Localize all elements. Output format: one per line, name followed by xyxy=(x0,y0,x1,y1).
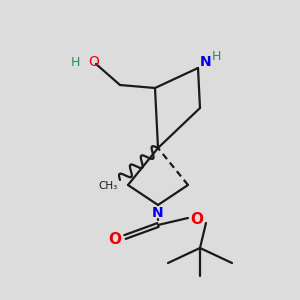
Text: O: O xyxy=(88,55,99,69)
Text: O: O xyxy=(109,232,122,247)
Text: N: N xyxy=(200,55,212,69)
Text: CH₃: CH₃ xyxy=(98,181,118,191)
Text: H: H xyxy=(211,50,221,62)
Text: O: O xyxy=(190,212,203,226)
Text: N: N xyxy=(152,206,164,220)
Text: H: H xyxy=(70,56,80,68)
